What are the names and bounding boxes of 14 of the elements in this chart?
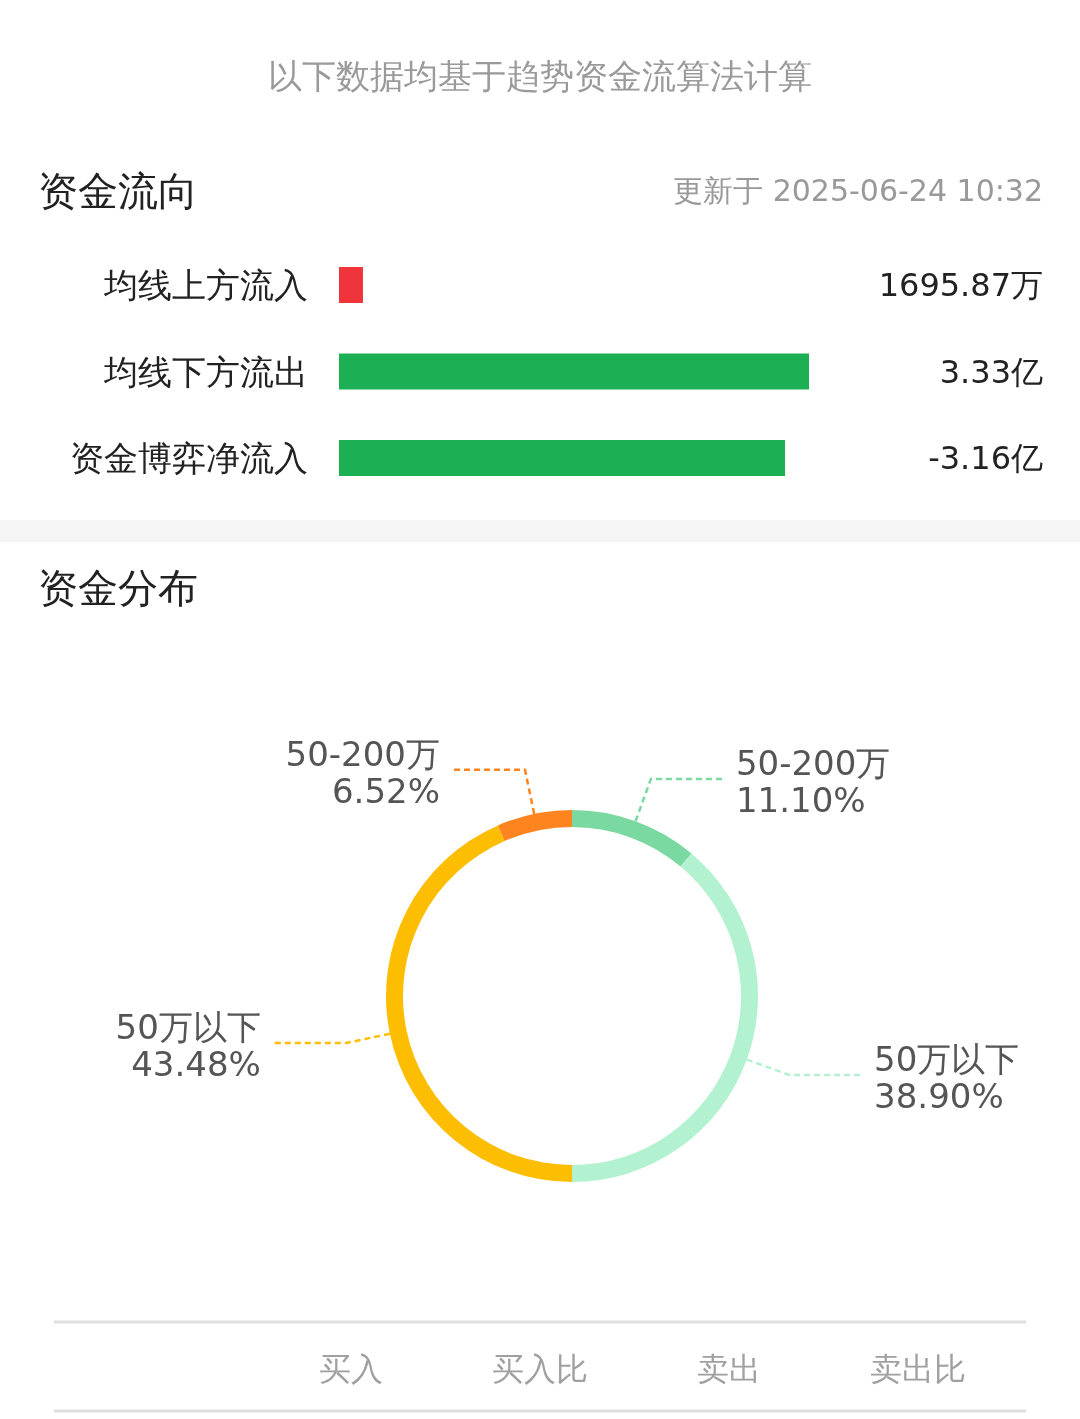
- y-tick-label: 均线上方流入: [103, 265, 308, 305]
- text: -3.16亿: [928, 439, 1043, 477]
- chart-title: 资金流向: [38, 168, 198, 214]
- chart-title: 资金分布: [38, 565, 198, 611]
- text: 卖出比: [870, 1350, 966, 1388]
- text: 卖出: [697, 1350, 761, 1388]
- text: 买入: [319, 1350, 383, 1388]
- y-tick-label: 资金博弈净流入: [70, 438, 308, 478]
- text: 以下数据均基于趋势资金流算法计算: [268, 56, 812, 96]
- text: 3.33亿: [939, 352, 1043, 391]
- chart-subtitle: 更新于 2025-06-24 10:32: [673, 173, 1043, 208]
- text: 买入比: [492, 1350, 588, 1388]
- y-tick-label: 均线下方流出: [103, 351, 308, 392]
- text: 1695.87万: [878, 266, 1043, 304]
